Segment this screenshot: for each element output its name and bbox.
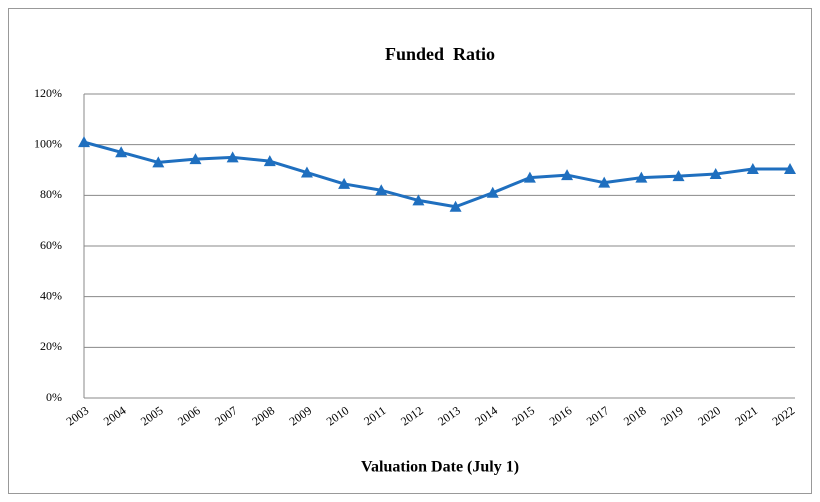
marker (523, 171, 536, 183)
marker (486, 186, 499, 198)
y-tick-label: 40% (40, 288, 62, 302)
marker (635, 171, 648, 183)
y-tick-label: 100% (34, 136, 62, 150)
marker (449, 200, 462, 212)
marker (78, 136, 90, 148)
marker (709, 168, 722, 180)
marker (226, 151, 239, 163)
chart-frame (8, 8, 812, 494)
y-tick-label: 60% (40, 238, 62, 252)
marker (746, 162, 759, 174)
marker (412, 194, 425, 206)
marker (152, 156, 165, 168)
marker (338, 177, 351, 189)
marker (115, 146, 128, 158)
marker (263, 155, 276, 167)
marker (784, 162, 796, 174)
marker (598, 176, 611, 188)
chart-title: Funded Ratio (385, 44, 495, 64)
line (83, 140, 790, 209)
marker (375, 184, 388, 196)
marker (561, 169, 574, 181)
y-tick-label: 120% (34, 86, 62, 100)
y-tick-label: 20% (40, 339, 62, 353)
marker (672, 170, 685, 182)
marker (300, 166, 313, 178)
y-tick-label: 0% (46, 390, 62, 404)
x-axis-label: Valuation Date (July 1) (361, 459, 519, 476)
y-tick-label: 80% (40, 187, 62, 201)
marker (189, 153, 202, 165)
